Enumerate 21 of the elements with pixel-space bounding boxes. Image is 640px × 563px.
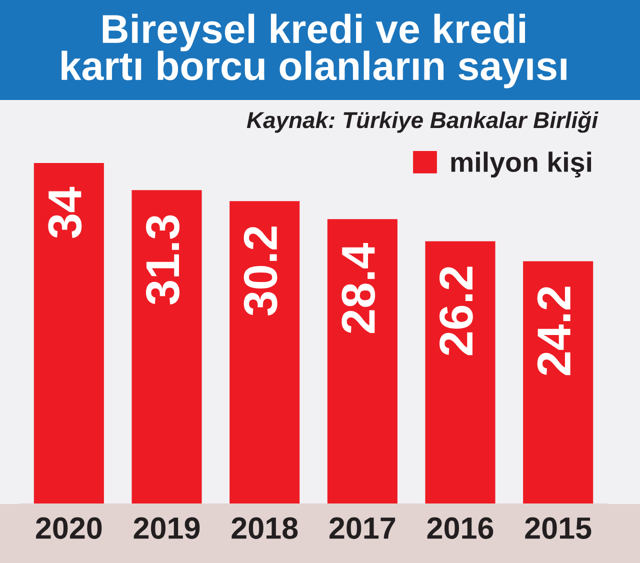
text: Kaynak: Türkiye Bankalar Birliği [246, 111, 598, 133]
x-tick-label: 2015 [525, 517, 592, 539]
bar [132, 190, 202, 504]
bar [327, 219, 398, 504]
data-label: 24.2 [537, 286, 570, 376]
bar [523, 261, 594, 504]
x-tick-label: 2019 [134, 517, 200, 539]
bar [34, 163, 104, 504]
data-label: 30.2 [244, 226, 278, 316]
data-label: 26.2 [439, 266, 473, 356]
x-tick-label: 2016 [427, 517, 494, 539]
x-tick-label: 2017 [329, 517, 396, 539]
chart-title: Bireysel kredi ve kredi kartı borcu olanların sayısı [62, 14, 566, 88]
bar [230, 201, 300, 504]
data-label: 31.3 [146, 215, 180, 305]
x-tick-label: 2020 [36, 517, 102, 539]
x-tick-label: 2018 [232, 517, 298, 539]
legend-label: milyon kişi [451, 152, 592, 178]
bar [425, 241, 496, 504]
data-label: 28.4 [342, 243, 376, 334]
data-label: 34 [48, 186, 82, 238]
